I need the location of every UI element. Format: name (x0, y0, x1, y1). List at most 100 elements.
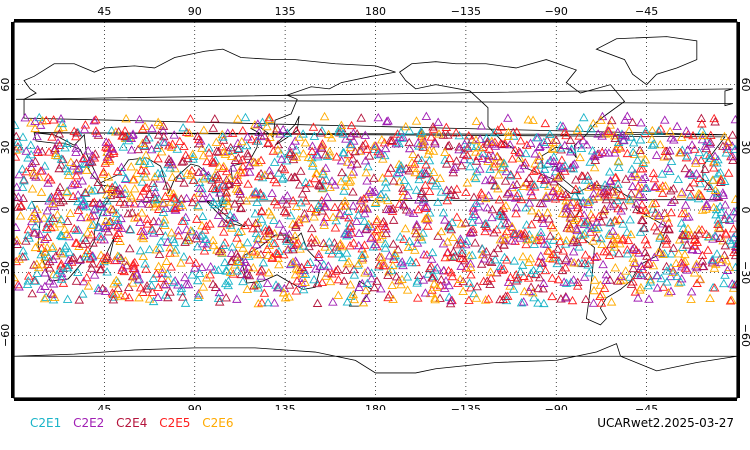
occultation-marker (622, 249, 633, 258)
top-lon-label: 180 (365, 5, 386, 18)
occultation-marker (153, 216, 164, 226)
occultation-marker (82, 228, 93, 237)
occultation-marker (144, 244, 155, 254)
occultation-marker (579, 112, 589, 122)
occultation-marker (436, 226, 447, 236)
occultation-marker (561, 203, 571, 213)
occultation-marker (238, 161, 248, 171)
occultation-marker (708, 163, 719, 172)
occultation-marker (108, 148, 119, 157)
occultation-marker (233, 227, 244, 236)
occultation-marker (492, 152, 502, 161)
occultation-marker (359, 194, 369, 203)
occultation-marker (113, 126, 124, 136)
occultation-marker (496, 164, 507, 173)
occultation-marker (263, 250, 273, 259)
occultation-marker (278, 195, 288, 204)
occultation-marker (297, 189, 308, 198)
occultation-marker (730, 241, 737, 250)
occultation-marker (260, 222, 270, 231)
occultation-marker (239, 262, 249, 271)
occultation-marker (676, 218, 687, 227)
occultation-marker (176, 258, 186, 267)
occultation-marker (187, 270, 198, 279)
occultation-marker (46, 222, 56, 232)
occultation-marker (227, 242, 238, 251)
occultation-marker (465, 161, 475, 171)
occultation-marker (47, 132, 57, 141)
occultation-marker (651, 150, 662, 159)
occultation-marker (413, 204, 423, 214)
occultation-marker (452, 212, 462, 221)
occultation-marker (680, 231, 691, 240)
occultation-marker (381, 192, 391, 202)
occultation-marker (588, 298, 599, 307)
occultation-marker (404, 166, 415, 175)
occultation-marker (312, 152, 323, 161)
occultation-marker (601, 269, 612, 279)
occultation-marker (52, 269, 62, 279)
occultation-marker (345, 176, 356, 185)
occultation-marker (682, 265, 693, 274)
occultation-marker (454, 142, 464, 151)
occultation-marker (599, 246, 609, 256)
occultation-marker (278, 173, 289, 182)
occultation-marker (181, 224, 192, 234)
occultation-marker (48, 254, 58, 264)
occultation-marker (310, 264, 321, 273)
occultation-marker (388, 176, 399, 185)
occultation-marker (436, 187, 447, 196)
occultation-marker (468, 227, 478, 236)
occultation-marker (233, 153, 244, 162)
occultation-marker (710, 231, 720, 240)
occultation-marker (438, 207, 449, 217)
occultation-marker (414, 174, 424, 184)
occultation-marker (728, 224, 737, 233)
occultation-marker (488, 151, 498, 160)
occultation-marker (723, 168, 734, 177)
occultation-marker (499, 264, 509, 273)
occultation-marker (485, 267, 496, 276)
occultation-marker (139, 230, 149, 239)
occultation-marker (336, 176, 346, 186)
occultation-marker (124, 243, 135, 253)
occultation-marker (536, 173, 546, 182)
occultation-marker (348, 136, 359, 145)
product-stamp: UCARwet2.2025-03-27 (597, 416, 734, 430)
occultation-marker (328, 297, 338, 306)
occultation-marker (729, 247, 737, 257)
occultation-marker (178, 156, 189, 165)
occultation-marker (536, 251, 546, 260)
occultation-marker (315, 128, 326, 137)
occultation-marker (231, 184, 242, 193)
occultation-marker (20, 112, 30, 122)
occultation-marker (242, 132, 253, 141)
occultation-marker (256, 206, 267, 215)
occultation-marker (669, 195, 680, 204)
occultation-marker (340, 201, 350, 210)
occultation-marker (138, 186, 149, 195)
occultation-marker (214, 161, 224, 171)
occultation-marker (708, 202, 719, 212)
occultation-marker (532, 232, 543, 241)
occultation-marker (481, 246, 492, 256)
occultation-marker (293, 214, 304, 224)
occultation-marker (689, 241, 700, 250)
occultation-marker (204, 143, 214, 152)
occultation-marker (609, 242, 620, 251)
occultation-marker (201, 273, 212, 282)
occultation-marker (666, 197, 677, 206)
occultation-marker (613, 184, 623, 193)
occultation-marker (128, 259, 139, 268)
occultation-marker (613, 233, 623, 242)
occultation-marker (32, 131, 42, 141)
occultation-marker (310, 237, 320, 247)
occultation-marker (672, 271, 682, 280)
occultation-marker (30, 276, 41, 285)
left-lat-label: 0 (0, 207, 12, 214)
occultation-marker (518, 297, 529, 306)
occultation-marker (579, 228, 590, 238)
occultation-marker (628, 147, 638, 156)
occultation-marker (213, 147, 224, 156)
occultation-marker (553, 231, 564, 241)
